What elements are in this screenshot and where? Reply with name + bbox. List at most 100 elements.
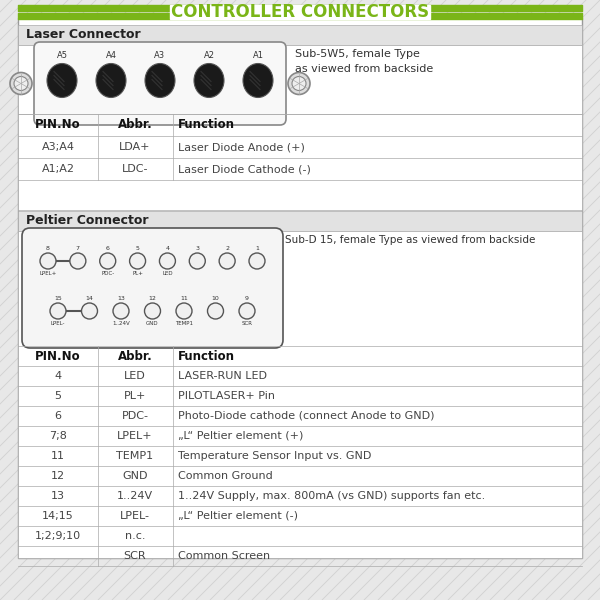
Ellipse shape (47, 64, 77, 97)
Text: TEMP1: TEMP1 (116, 451, 154, 461)
Text: LED: LED (162, 271, 173, 276)
Text: Sub-D 15, female Type as viewed from backside: Sub-D 15, female Type as viewed from bac… (285, 235, 535, 245)
Circle shape (113, 303, 129, 319)
Text: LPEL+: LPEL+ (40, 271, 56, 276)
Text: GND: GND (146, 321, 159, 326)
Circle shape (288, 73, 310, 94)
FancyBboxPatch shape (18, 18, 582, 558)
Ellipse shape (243, 64, 273, 97)
Circle shape (160, 253, 175, 269)
Text: 11: 11 (180, 296, 188, 301)
Ellipse shape (145, 64, 175, 97)
Text: Common Screen: Common Screen (178, 551, 270, 561)
Text: A4: A4 (106, 51, 116, 60)
Text: Abbr.: Abbr. (118, 349, 152, 362)
Circle shape (50, 303, 66, 319)
Text: A3;A4: A3;A4 (41, 142, 74, 152)
Text: A5: A5 (56, 51, 67, 60)
Text: 12: 12 (149, 296, 157, 301)
Text: A1;A2: A1;A2 (41, 164, 74, 174)
Text: PIN.No: PIN.No (35, 349, 81, 362)
Text: LPEL+: LPEL+ (117, 431, 153, 441)
Text: Photo-Diode cathode (connect Anode to GND): Photo-Diode cathode (connect Anode to GN… (178, 411, 434, 421)
Text: Laser Diode Cathode (-): Laser Diode Cathode (-) (178, 164, 311, 174)
Text: LDC-: LDC- (122, 164, 148, 174)
Circle shape (292, 76, 306, 91)
Text: Sub-5W5, female Type
as viewed from backside: Sub-5W5, female Type as viewed from back… (295, 49, 433, 74)
Circle shape (208, 303, 223, 319)
Text: 1;2;9;10: 1;2;9;10 (35, 531, 81, 541)
Text: GND: GND (122, 471, 148, 481)
Text: Laser Diode Anode (+): Laser Diode Anode (+) (178, 142, 305, 152)
Text: Common Ground: Common Ground (178, 471, 273, 481)
Text: A1: A1 (253, 51, 263, 60)
Text: PIN.No: PIN.No (35, 118, 81, 131)
Circle shape (145, 303, 161, 319)
Text: n.c.: n.c. (125, 531, 145, 541)
Text: Abbr.: Abbr. (118, 118, 152, 131)
Text: „L“ Peltier element (+): „L“ Peltier element (+) (178, 431, 304, 441)
Text: 3: 3 (195, 246, 199, 251)
Circle shape (100, 253, 116, 269)
Circle shape (10, 73, 32, 94)
Text: 4: 4 (166, 246, 169, 251)
Text: 9: 9 (245, 296, 249, 301)
Circle shape (176, 303, 192, 319)
Text: 4: 4 (55, 371, 62, 381)
Text: 1..24V: 1..24V (112, 321, 130, 326)
Circle shape (14, 76, 28, 91)
FancyBboxPatch shape (18, 45, 582, 210)
Circle shape (40, 253, 56, 269)
Text: Function: Function (178, 349, 235, 362)
Text: LDA+: LDA+ (119, 142, 151, 152)
Circle shape (82, 303, 97, 319)
Text: A3: A3 (154, 51, 166, 60)
Text: Function: Function (178, 118, 235, 131)
FancyBboxPatch shape (18, 231, 582, 558)
Text: 12: 12 (51, 471, 65, 481)
Text: 6: 6 (106, 246, 110, 251)
Text: 7;8: 7;8 (49, 431, 67, 441)
Text: 2: 2 (225, 246, 229, 251)
Circle shape (239, 303, 255, 319)
Ellipse shape (194, 64, 224, 97)
Text: PL+: PL+ (132, 271, 143, 276)
Text: 5: 5 (136, 246, 140, 251)
Text: „L“ Peltier element (-): „L“ Peltier element (-) (178, 511, 298, 521)
FancyBboxPatch shape (18, 211, 582, 231)
Text: TEMP1: TEMP1 (175, 321, 193, 326)
Circle shape (249, 253, 265, 269)
Circle shape (189, 253, 205, 269)
Text: 1..24V Supply, max. 800mA (vs GND) supports fan etc.: 1..24V Supply, max. 800mA (vs GND) suppo… (178, 491, 485, 501)
Text: 15: 15 (54, 296, 62, 301)
FancyBboxPatch shape (18, 25, 582, 45)
Text: SCR: SCR (124, 551, 146, 561)
Text: LPEL-: LPEL- (120, 511, 150, 521)
Text: 13: 13 (117, 296, 125, 301)
Text: 1..24V: 1..24V (117, 491, 153, 501)
Text: PDC-: PDC- (121, 411, 149, 421)
Text: PDC-: PDC- (101, 271, 115, 276)
Bar (170, 5, 430, 19)
Text: CONTROLLER CONNECTORS: CONTROLLER CONNECTORS (171, 3, 429, 21)
Text: 8: 8 (46, 246, 50, 251)
Text: 11: 11 (51, 451, 65, 461)
Text: 6: 6 (55, 411, 62, 421)
Circle shape (130, 253, 146, 269)
Text: 10: 10 (212, 296, 220, 301)
FancyBboxPatch shape (22, 228, 283, 348)
Text: LPEL-: LPEL- (51, 321, 65, 326)
Text: A2: A2 (203, 51, 215, 60)
Text: 7: 7 (76, 246, 80, 251)
Text: Laser Connector: Laser Connector (26, 28, 140, 41)
Text: Peltier Connector: Peltier Connector (26, 214, 149, 227)
Text: 5: 5 (55, 391, 62, 401)
Text: LED: LED (124, 371, 146, 381)
Text: Temperature Sensor Input vs. GND: Temperature Sensor Input vs. GND (178, 451, 371, 461)
Text: 1: 1 (255, 246, 259, 251)
FancyBboxPatch shape (34, 42, 286, 125)
Text: LASER-RUN LED: LASER-RUN LED (178, 371, 267, 381)
Text: 13: 13 (51, 491, 65, 501)
Circle shape (70, 253, 86, 269)
Circle shape (219, 253, 235, 269)
